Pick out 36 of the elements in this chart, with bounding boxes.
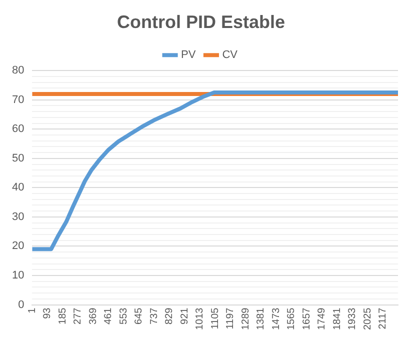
x-tick-label: 1565 bbox=[286, 307, 298, 330]
y-tick-label: 0 bbox=[18, 298, 24, 311]
x-tick-label: 1 bbox=[26, 307, 38, 314]
legend-label: CV bbox=[222, 49, 238, 62]
x-tick-label: 1105 bbox=[210, 307, 221, 330]
x-tick-label: 1473 bbox=[270, 307, 282, 330]
x-tick-label: 553 bbox=[118, 307, 130, 324]
x-tick-label: 645 bbox=[134, 307, 145, 324]
x-tick-label: 1657 bbox=[301, 307, 312, 330]
y-tick-label: 60 bbox=[12, 123, 24, 136]
x-tick-label: 1933 bbox=[347, 307, 358, 330]
x-tick-label: 829 bbox=[164, 307, 176, 324]
legend-label: PV bbox=[181, 49, 196, 62]
y-tick-label: 50 bbox=[12, 152, 24, 164]
x-tick-label: 1013 bbox=[194, 307, 206, 330]
y-tick-label: 30 bbox=[12, 210, 24, 223]
y-tick-label: 80 bbox=[12, 64, 24, 77]
chart-title: Control PID Estable bbox=[116, 12, 286, 32]
x-tick-label: 737 bbox=[148, 307, 160, 324]
x-tick-label: 1197 bbox=[225, 307, 236, 330]
y-tick-label: 20 bbox=[12, 240, 24, 252]
x-tick-label: 1749 bbox=[316, 307, 328, 330]
x-tick-label: 1381 bbox=[256, 307, 267, 330]
x-tick-label: 2117 bbox=[378, 307, 389, 330]
x-tick-label: 93 bbox=[42, 307, 54, 319]
y-tick-label: 70 bbox=[12, 94, 24, 106]
x-tick-label: 2025 bbox=[362, 307, 374, 330]
y-tick-label: 40 bbox=[12, 182, 24, 194]
x-tick-label: 185 bbox=[57, 307, 68, 324]
x-tick-label: 921 bbox=[179, 307, 190, 324]
x-tick-label: 1841 bbox=[332, 307, 343, 330]
y-tick-label: 10 bbox=[12, 270, 24, 282]
x-tick-label: 461 bbox=[103, 307, 114, 324]
x-tick-label: 277 bbox=[72, 307, 84, 324]
x-tick-label: 1289 bbox=[240, 307, 252, 330]
x-tick-label: 369 bbox=[88, 307, 99, 324]
